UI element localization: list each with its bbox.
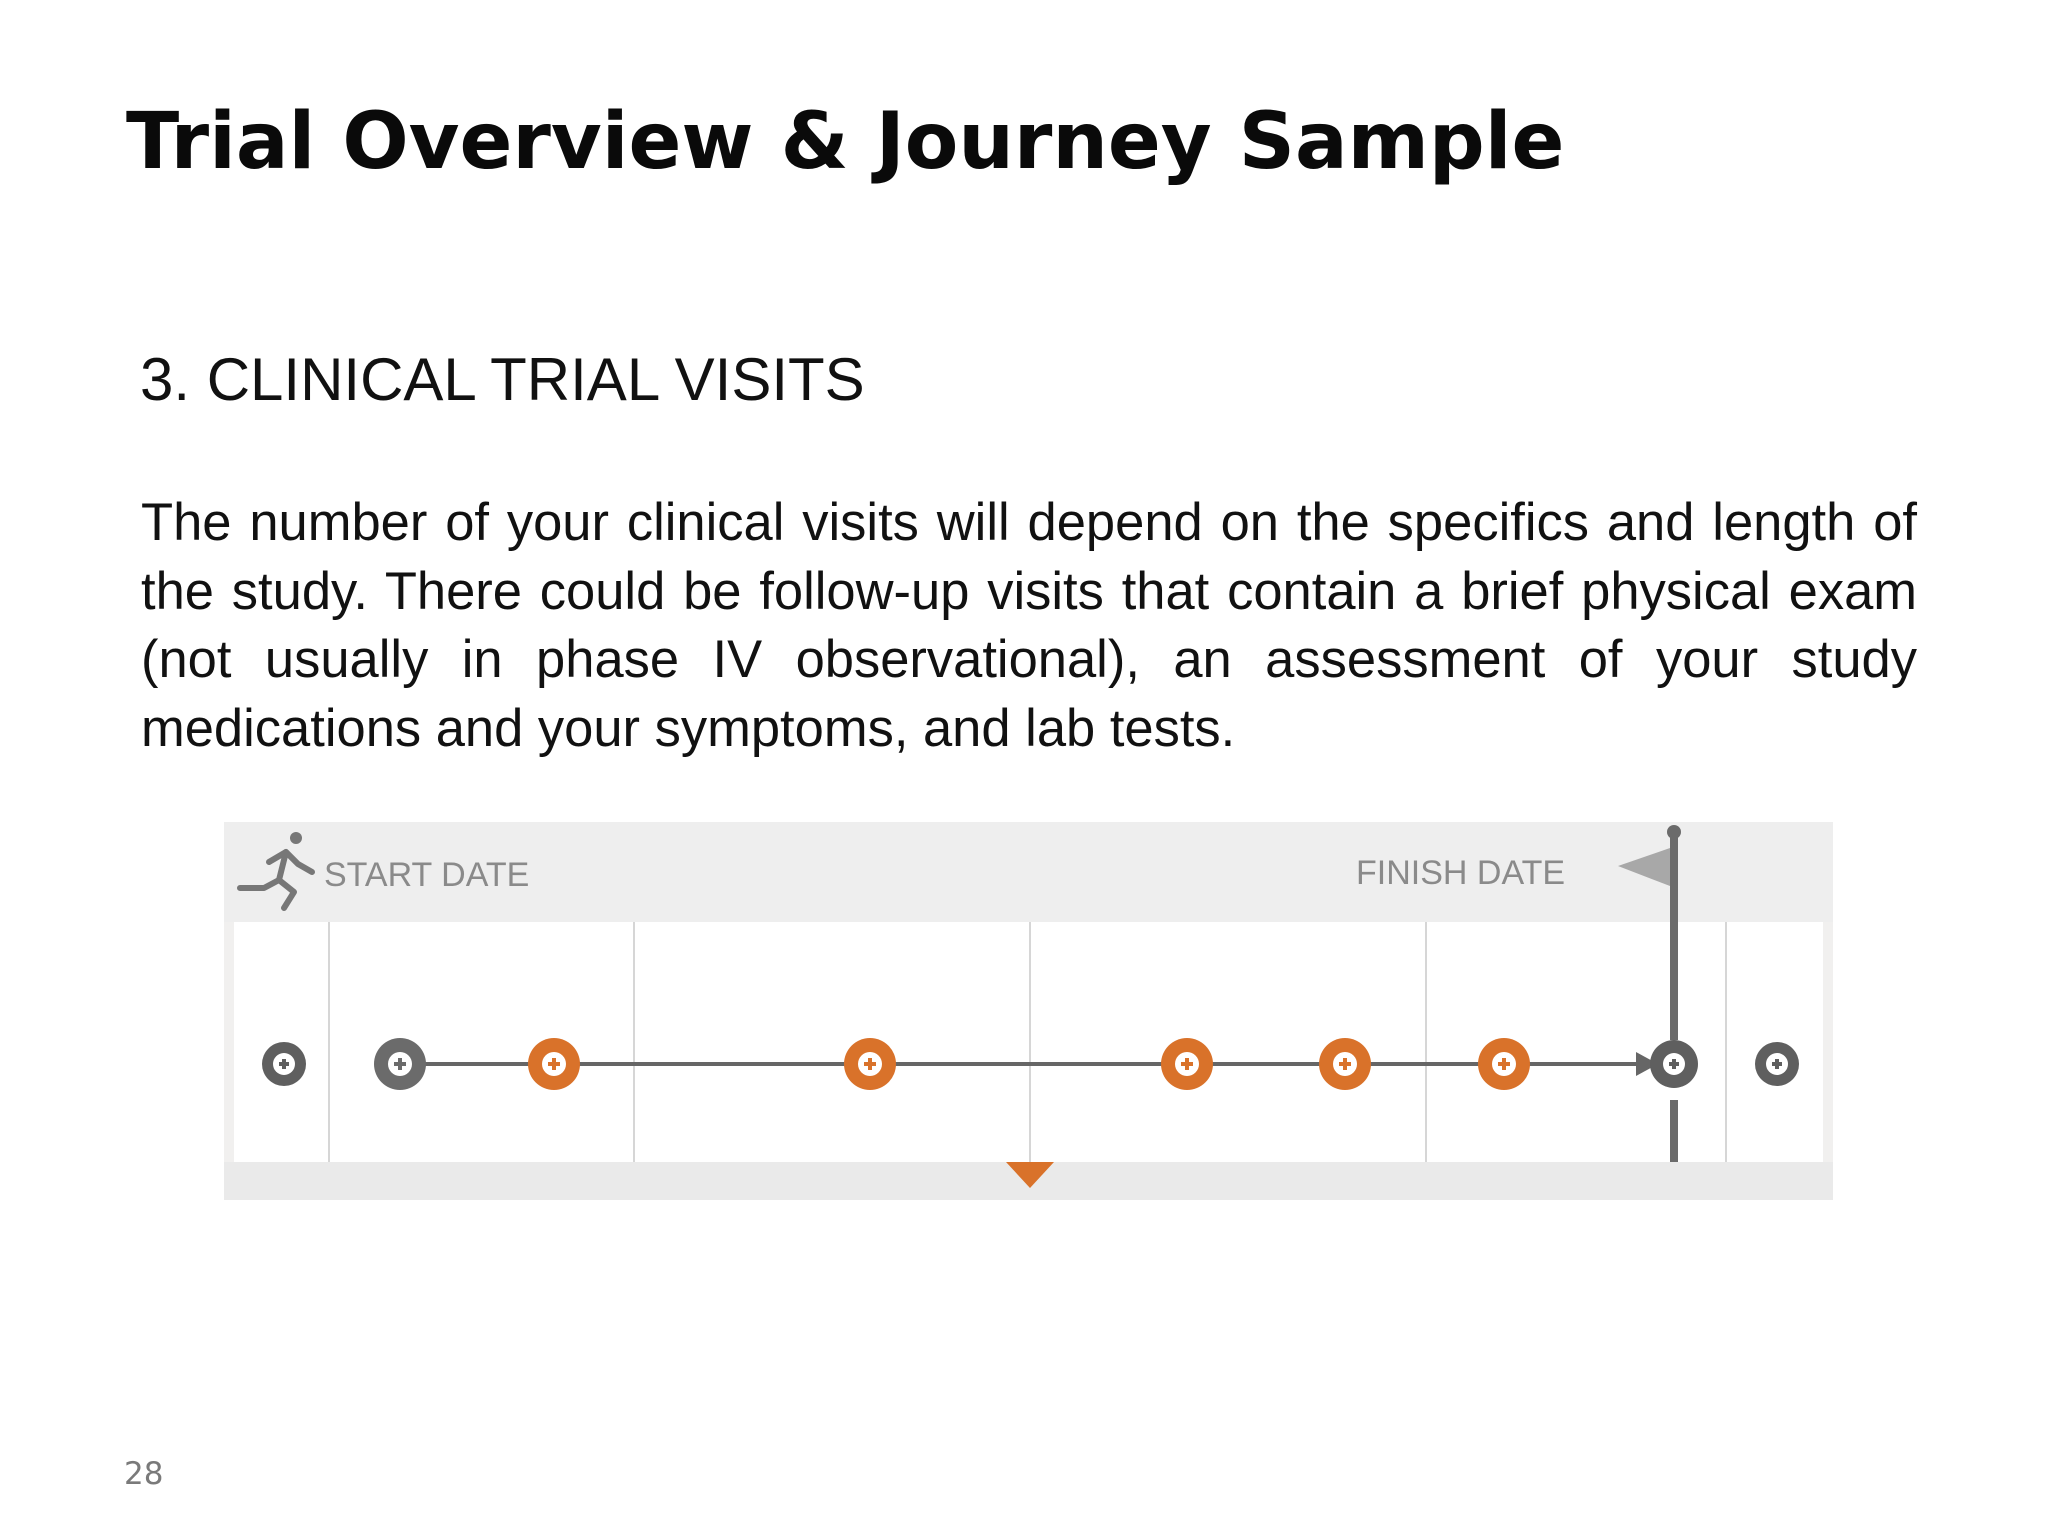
- visit-marker: [528, 1038, 580, 1090]
- visit-marker: [844, 1038, 896, 1090]
- visit-marker: [1161, 1038, 1213, 1090]
- visit-marker: [1755, 1042, 1799, 1086]
- visit-marker: [374, 1038, 426, 1090]
- running-person-icon: [237, 832, 315, 911]
- timeline-panel: [234, 922, 1823, 1162]
- start-date-label: START DATE: [324, 856, 529, 894]
- trial-timeline-graphic: START DATE FINISH DATE: [224, 822, 1833, 1200]
- visit-marker: [262, 1042, 306, 1086]
- timeline-column-dividers: [328, 922, 1727, 1162]
- visit-marker: [1478, 1038, 1530, 1090]
- visit-marker: [1319, 1038, 1371, 1090]
- page-number: 28: [124, 1456, 164, 1492]
- body-paragraph: The number of your clinical visits will …: [141, 493, 1917, 758]
- finish-date-label: FINISH DATE: [1356, 854, 1565, 892]
- visit-marker: [1650, 1040, 1698, 1088]
- timeline-arrowhead: [1636, 1052, 1658, 1076]
- section-heading: 3. CLINICAL TRIAL VISITS: [140, 346, 865, 413]
- slide-title: Trial Overview & Journey Sample: [126, 97, 1565, 187]
- flag-icon: [1618, 825, 1681, 1162]
- triangle-down-icon: [1006, 1162, 1054, 1188]
- timeline-header-band: [224, 822, 1833, 922]
- trial-timeline-figure: START DATE FINISH DATE: [224, 822, 1833, 1200]
